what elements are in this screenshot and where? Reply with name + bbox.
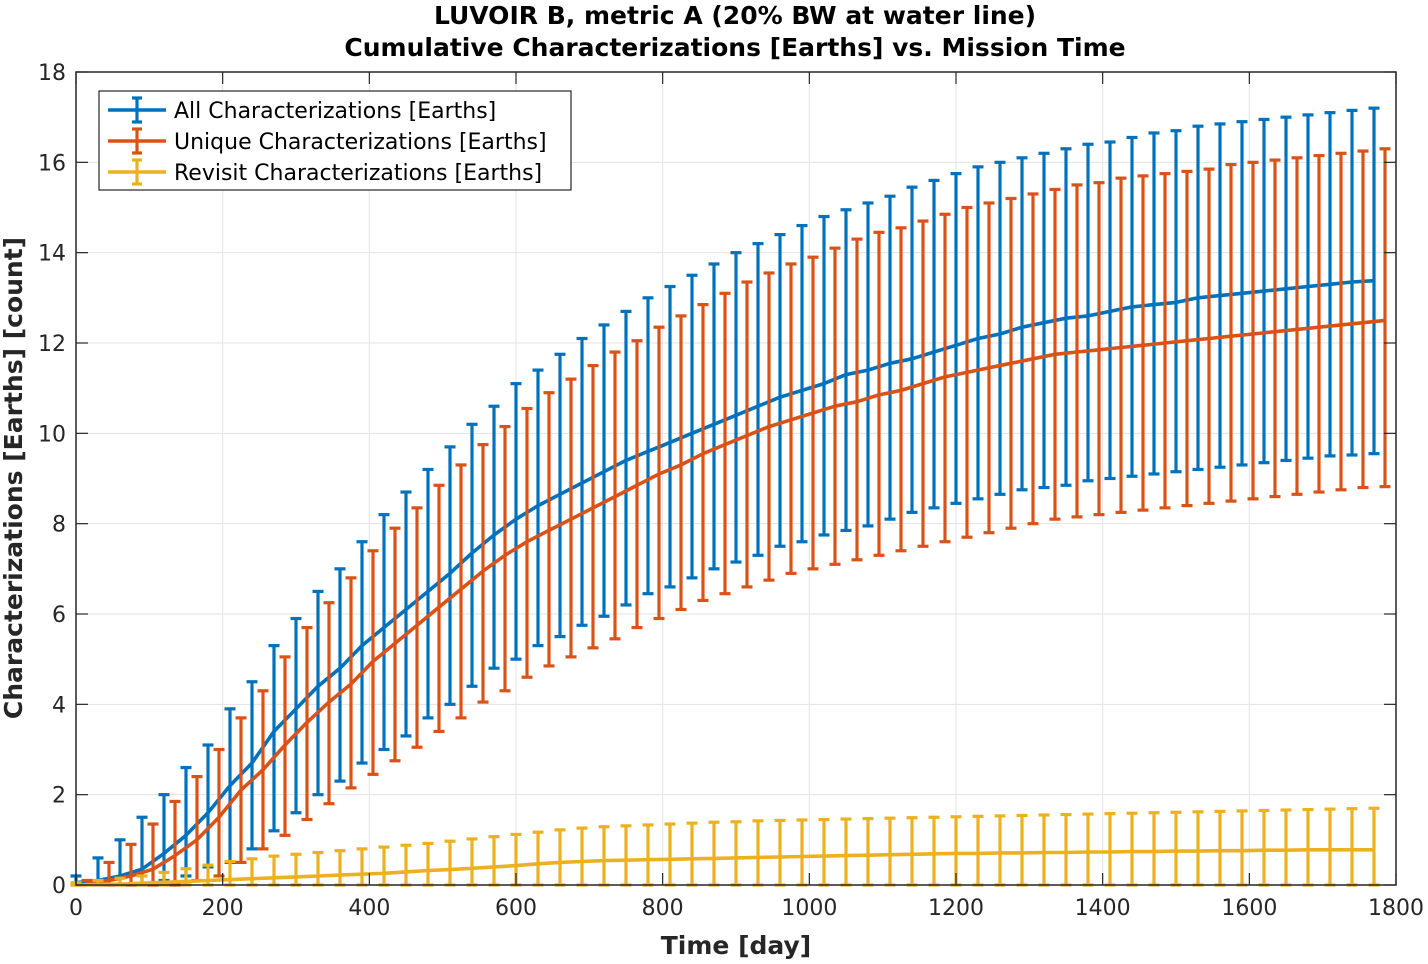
x-tick-label: 1800: [1368, 896, 1424, 921]
series-layer: [70, 106, 1391, 887]
x-tick-label: 400: [348, 896, 390, 921]
y-tick-label: 6: [52, 603, 66, 628]
legend-entry-all: All Characterizations [Earths]: [108, 96, 496, 124]
y-tick-label: 4: [52, 693, 66, 718]
y-tick-label: 12: [38, 332, 66, 357]
series-line-revisit: [75, 847, 1374, 887]
y-tick-label: 16: [38, 151, 66, 176]
legend-entry-unique: Unique Characterizations [Earths]: [108, 127, 547, 155]
y-tick-label: 0: [52, 874, 66, 899]
series-revisit: [70, 806, 1380, 887]
chart-subtitle: Cumulative Characterizations [Earths] vs…: [344, 33, 1125, 62]
series-unique: [81, 147, 1391, 887]
legend-label: Unique Characterizations [Earths]: [174, 130, 547, 155]
chart-title: LUVOIR B, metric A (20% BW at water line…: [434, 1, 1036, 30]
y-tick-label: 10: [38, 422, 66, 447]
y-tick-label: 14: [38, 242, 66, 267]
x-tick-label: 200: [202, 896, 244, 921]
legend-label: All Characterizations [Earths]: [174, 99, 496, 124]
y-axis-label: Characterizations [Earths] [count]: [0, 237, 28, 719]
x-tick-label: 1400: [1075, 896, 1131, 921]
series-all: [70, 106, 1380, 887]
x-axis-label: Time [day]: [661, 931, 811, 960]
legend-box: [98, 90, 572, 191]
x-tick-label: 1200: [928, 896, 984, 921]
series-line-unique: [86, 318, 1386, 885]
x-tick-label: 0: [69, 896, 83, 921]
x-tick-label: 1600: [1221, 896, 1277, 921]
legend-label: Revisit Characterizations [Earths]: [174, 161, 542, 186]
legend: All Characterizations [Earths] Unique Cha…: [98, 90, 572, 191]
y-tick-label: 8: [52, 513, 66, 538]
x-tick-label: 1000: [781, 896, 837, 921]
y-tick-label: 18: [38, 61, 66, 86]
x-tick-label: 600: [495, 896, 537, 921]
plot-frame: [75, 71, 1397, 886]
x-tick-label: 800: [642, 896, 684, 921]
y-tick-label: 2: [52, 784, 66, 809]
legend-entry-revisit: Revisit Characterizations [Earths]: [108, 158, 542, 186]
ticks: 0 200 400 600 800 1000 1200 1400 1600 1800 0 2 4 6 8 10…: [38, 61, 1424, 921]
